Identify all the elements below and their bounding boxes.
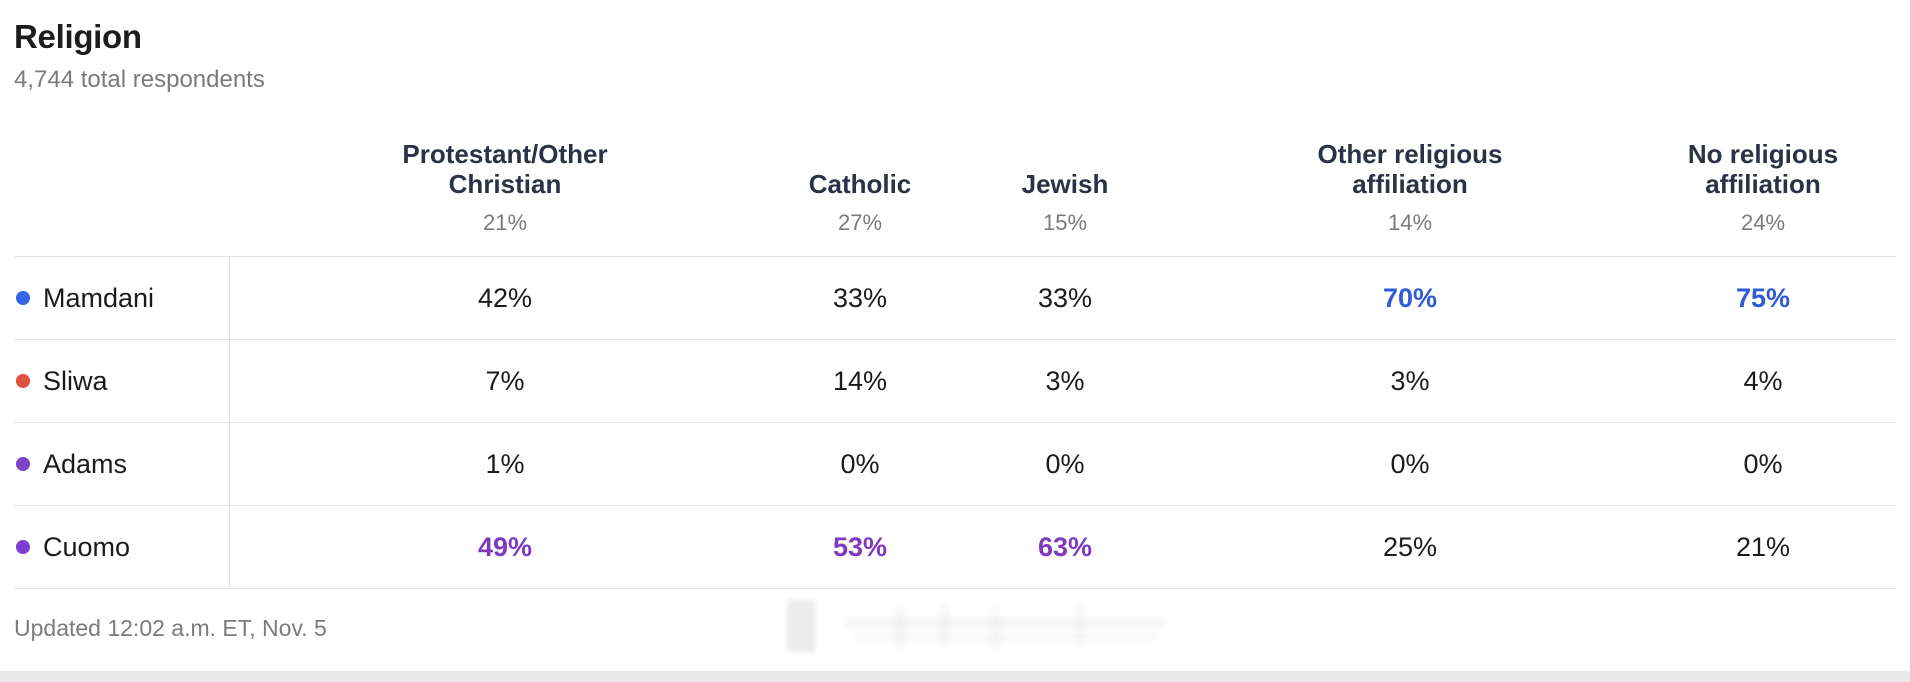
value-cell: 7% <box>230 366 780 397</box>
value-cell: 0% <box>1630 449 1896 480</box>
poll-value: 0% <box>1743 448 1783 479</box>
column-label: Jewish <box>1021 169 1109 200</box>
poll-value: 33% <box>832 282 888 313</box>
updated-timestamp: Updated 12:02 a.m. ET, Nov. 5 <box>14 615 327 641</box>
candidate-dot-cuomo <box>16 540 30 554</box>
column-header-catholic: Catholic 27% <box>780 169 940 236</box>
value-cell: 49% <box>230 532 780 563</box>
candidate-dot-adams <box>16 457 30 471</box>
value-cell: 1% <box>230 449 780 480</box>
candidate-cell-cuomo: Cuomo <box>14 506 230 588</box>
column-header-no-religious-affiliation: No religious affiliation 24% <box>1630 139 1896 236</box>
column-label: Protestant/Other Christian <box>402 138 608 200</box>
poll-value: 70% <box>1382 282 1438 313</box>
value-cell: 21% <box>1630 532 1896 563</box>
page-title: Religion <box>14 18 142 55</box>
candidate-cell-sliwa: Sliwa <box>14 340 230 422</box>
poll-value: 53% <box>832 531 888 562</box>
value-cell: 3% <box>1190 366 1630 397</box>
candidate-dot-mamdani <box>16 291 30 305</box>
column-header-jewish: Jewish 15% <box>940 169 1190 236</box>
value-cell: 33% <box>780 283 940 314</box>
column-label: No religious affiliation <box>1687 138 1839 200</box>
column-share-pct: 14% <box>1387 210 1433 235</box>
poll-value: 7% <box>485 365 525 396</box>
poll-value: 3% <box>1045 365 1085 396</box>
value-cell: 63% <box>940 532 1190 563</box>
poll-value: 0% <box>1045 448 1085 479</box>
candidate-name: Adams <box>43 448 128 479</box>
poll-value: 42% <box>477 282 533 313</box>
value-cell: 42% <box>230 283 780 314</box>
value-cell: 0% <box>1190 449 1630 480</box>
value-cell: 4% <box>1630 366 1896 397</box>
poll-value: 0% <box>840 448 880 479</box>
value-cell: 0% <box>780 449 940 480</box>
table-row-cuomo: Cuomo 49% 53% 63% 25% 21% <box>14 505 1896 589</box>
poll-value: 25% <box>1382 531 1438 562</box>
poll-value: 49% <box>477 531 533 562</box>
value-cell: 75% <box>1630 283 1896 314</box>
column-share-pct: 21% <box>482 210 528 235</box>
candidate-name: Cuomo <box>43 531 131 562</box>
poll-value: 33% <box>1037 282 1093 313</box>
value-cell: 33% <box>940 283 1190 314</box>
poll-value: 21% <box>1735 531 1791 562</box>
poll-value: 14% <box>832 365 888 396</box>
column-share-pct: 24% <box>1740 210 1786 235</box>
table-body: Mamdani 42% 33% 33% 70% 75% Sliwa 7% 14% 3% 3% 4% Ad… <box>14 256 1896 589</box>
candidate-cell-mamdani: Mamdani <box>14 257 230 339</box>
table-row-mamdani: Mamdani 42% 33% 33% 70% 75% <box>14 256 1896 339</box>
column-share-pct: 27% <box>837 210 883 235</box>
candidate-name: Sliwa <box>43 365 108 396</box>
poll-value: 75% <box>1735 282 1791 313</box>
candidate-dot-sliwa <box>16 374 30 388</box>
value-cell: 25% <box>1190 532 1630 563</box>
poll-table: Protestant/Other Christian 21% Catholic 27%… <box>14 118 1896 589</box>
value-cell: 70% <box>1190 283 1630 314</box>
poll-value: 63% <box>1037 531 1093 562</box>
candidate-cell-adams: Adams <box>14 423 230 505</box>
value-cell: 53% <box>780 532 940 563</box>
column-label: Catholic <box>808 169 912 200</box>
column-label: Other religious affiliation <box>1317 138 1503 200</box>
table-row-adams: Adams 1% 0% 0% 0% 0% <box>14 422 1896 505</box>
poll-value: 1% <box>485 448 525 479</box>
column-header-protestant-other-christian: Protestant/Other Christian 21% <box>230 139 780 236</box>
column-header-other-religious-affiliation: Other religious affiliation 14% <box>1190 139 1630 236</box>
poll-value: 0% <box>1390 448 1430 479</box>
column-share-pct: 15% <box>1042 210 1088 235</box>
poll-value: 3% <box>1390 365 1430 396</box>
respondents-count: 4,744 total respondents <box>14 66 265 93</box>
bottom-divider-bar <box>0 671 1910 682</box>
value-cell: 14% <box>780 366 940 397</box>
table-row-sliwa: Sliwa 7% 14% 3% 3% 4% <box>14 339 1896 422</box>
table-header-row: Protestant/Other Christian 21% Catholic 27%… <box>14 118 1896 256</box>
poll-value: 4% <box>1743 365 1783 396</box>
candidate-name: Mamdani <box>43 282 155 313</box>
value-cell: 3% <box>940 366 1190 397</box>
value-cell: 0% <box>940 449 1190 480</box>
poll-panel: Religion 4,744 total respondents Protest… <box>14 18 1896 641</box>
